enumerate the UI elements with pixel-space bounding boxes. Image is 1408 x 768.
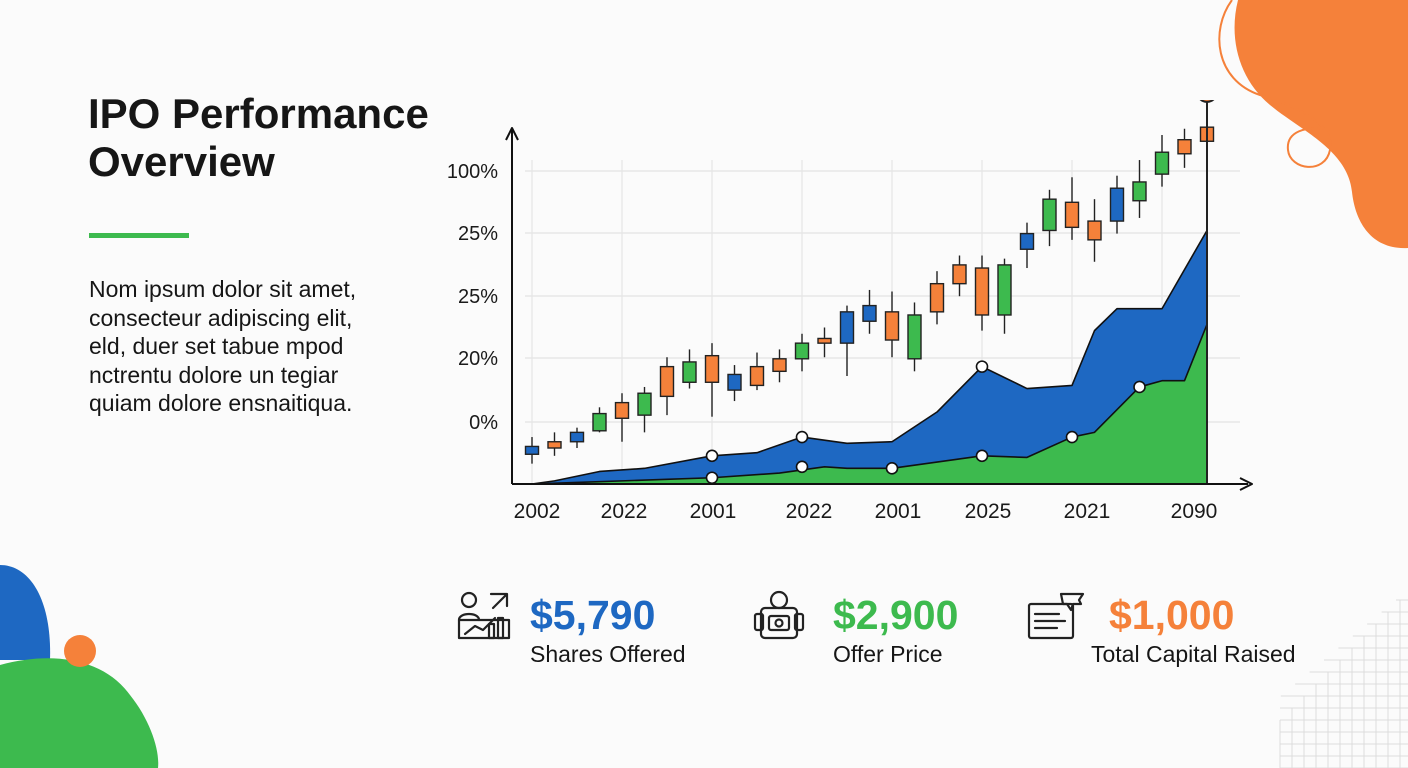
candle-body xyxy=(704,354,720,383)
description-line: nctrentu dolore un tegiar xyxy=(89,361,339,388)
x-tick-label: 2025 xyxy=(965,500,1012,523)
candle-body xyxy=(884,311,900,341)
candle-body xyxy=(1042,198,1057,232)
green-area xyxy=(531,323,1208,485)
candle-body xyxy=(974,267,990,316)
candle-body xyxy=(547,441,562,449)
y-axis-arrow xyxy=(505,127,519,141)
area-point-marker xyxy=(975,360,989,373)
green-blob-bottom-left xyxy=(0,658,159,768)
area-point-marker xyxy=(1133,380,1146,394)
title-line-1: IPO Performance xyxy=(88,90,429,137)
stat-label: Total Capital Raised xyxy=(1091,641,1296,667)
candle-body xyxy=(929,282,945,313)
blue-area xyxy=(531,229,1208,485)
area-point-marker xyxy=(885,462,899,475)
description-line: Nom ipsum dolor sit amet, xyxy=(89,276,357,302)
title-line-2: Overview xyxy=(88,138,275,185)
register-icon xyxy=(753,590,805,640)
area-point-marker xyxy=(795,430,809,444)
candle-body xyxy=(907,314,922,360)
candle-body xyxy=(1154,151,1170,175)
area-point-marker xyxy=(795,460,809,474)
ipo-performance-chart: 0% 20% 25% 25% 100% 2002 2022 2001 2022 2001 2025 2… xyxy=(447,100,1253,523)
y-tick-label: 0% xyxy=(469,412,498,434)
candle-body xyxy=(659,365,675,398)
stat-value: $5,790 xyxy=(530,592,656,638)
y-tick-label: 100% xyxy=(447,161,498,183)
x-tick-label: 2001 xyxy=(875,500,922,523)
area-point-marker xyxy=(705,449,719,463)
description-text: Nom ipsum dolor sit amet, consecteur adi… xyxy=(89,275,409,418)
candle-body xyxy=(749,365,765,387)
candle-body xyxy=(1064,201,1080,229)
orange-dot-bottom-left xyxy=(64,635,96,667)
x-tick-label: 2090 xyxy=(1171,500,1218,523)
candle-body xyxy=(1087,220,1102,241)
growth-chart-icon xyxy=(457,591,511,640)
orange-blob-top-right xyxy=(1234,0,1408,249)
x-axis-arrow xyxy=(1239,477,1253,491)
y-tick-label: 20% xyxy=(458,348,498,370)
stat-value: $2,900 xyxy=(833,592,959,638)
candle-body xyxy=(772,358,787,373)
area-point-marker xyxy=(975,449,989,463)
y-tick-label: 25% xyxy=(458,223,498,245)
stat-value: $1,000 xyxy=(1109,592,1235,638)
candle-body xyxy=(614,401,630,419)
x-tick-label: 2001 xyxy=(690,500,737,523)
area-point-marker xyxy=(705,471,719,485)
candle-body xyxy=(1132,181,1147,202)
candle-body xyxy=(952,264,967,285)
end-marker-dot xyxy=(1199,100,1215,103)
candle-body xyxy=(997,264,1012,316)
y-tick-label: 25% xyxy=(458,286,498,308)
candle-body xyxy=(592,412,607,432)
area-point-marker xyxy=(1065,430,1079,444)
candle-body xyxy=(524,445,540,455)
candle-body xyxy=(1019,232,1035,250)
orange-curve-line xyxy=(1218,0,1332,168)
candle-body xyxy=(794,342,810,360)
blue-blob-bottom-left xyxy=(0,565,51,660)
grid-pattern-bottom-right xyxy=(1279,599,1408,768)
document-icon xyxy=(1027,592,1085,640)
title-underline xyxy=(89,233,189,238)
candle-body xyxy=(839,311,855,344)
x-tick-label: 2022 xyxy=(786,500,833,523)
x-tick-label: 2022 xyxy=(601,500,648,523)
candle-body xyxy=(569,431,585,443)
candle-body xyxy=(1177,139,1192,155)
x-tick-label: 2021 xyxy=(1064,500,1111,523)
description-line: quiam dolore ensnaitiqua. xyxy=(89,390,353,416)
stat-label: Shares Offered xyxy=(530,641,686,667)
candle-body xyxy=(862,304,877,322)
description-line: eld, duer set tabue mpod xyxy=(89,333,344,359)
page-title: IPO Performance Overview xyxy=(88,90,429,186)
candle-body xyxy=(1109,187,1125,222)
candle-body xyxy=(727,373,742,391)
description-line: consecteur adipiscing elit, xyxy=(89,304,353,331)
stat-label: Offer Price xyxy=(833,641,943,667)
candle-body xyxy=(637,392,652,416)
candle-body xyxy=(682,361,697,383)
x-tick-label: 2002 xyxy=(514,500,561,523)
candle-body xyxy=(817,337,832,344)
